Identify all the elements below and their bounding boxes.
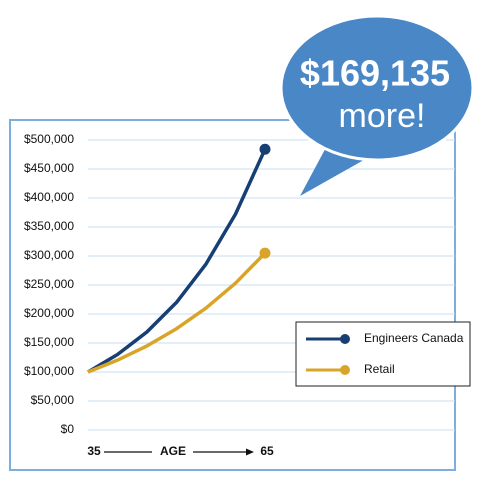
y-tick-label: $0 <box>61 422 75 436</box>
legend-marker <box>340 365 350 375</box>
arrow-head <box>246 448 254 456</box>
callout-text: more! <box>339 97 426 135</box>
legend-marker <box>340 334 350 344</box>
end-marker <box>259 143 271 155</box>
legend: Engineers Canada Retail <box>295 321 471 387</box>
end-marker <box>259 247 271 259</box>
x-tick-label: 35 <box>87 444 101 458</box>
y-tick-label: $350,000 <box>24 219 74 233</box>
y-tick-label: $50,000 <box>31 393 75 407</box>
y-tick-label: $300,000 <box>24 248 74 262</box>
callout: $169,135 more! <box>279 14 475 196</box>
x-axis-label: AGE <box>160 444 186 458</box>
y-tick-label: $250,000 <box>24 277 74 291</box>
y-tick-label: $450,000 <box>24 161 74 175</box>
series-line <box>87 251 267 374</box>
chart-frame <box>9 119 456 471</box>
y-tick-label: $150,000 <box>24 335 74 349</box>
legend-label: Retail <box>364 362 395 376</box>
series-line <box>87 148 267 374</box>
y-tick-label: $500,000 <box>24 132 74 146</box>
callout-amount: $169,135 <box>300 53 450 94</box>
plot <box>87 143 271 374</box>
y-tick-label: $200,000 <box>24 306 74 320</box>
x-tick-label: 65 <box>260 444 274 458</box>
x-axis: 35 AGE 65 <box>87 444 274 458</box>
grid: $0 $50,000 $100,000 $150,000 $200,000 $250,00… <box>24 132 455 436</box>
y-tick-label: $400,000 <box>24 190 74 204</box>
legend-box <box>295 321 471 387</box>
legend-label: Engineers Canada <box>364 331 464 345</box>
y-tick-label: $100,000 <box>24 364 74 378</box>
callout-bubble <box>279 14 475 162</box>
